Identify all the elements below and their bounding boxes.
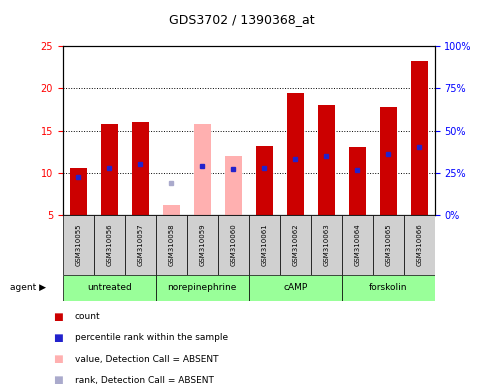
Bar	[101, 124, 118, 215]
Text: percentile rank within the sample: percentile rank within the sample	[75, 333, 228, 343]
Text: count: count	[75, 312, 100, 321]
Text: GSM310065: GSM310065	[385, 223, 391, 266]
Text: untreated: untreated	[87, 283, 132, 293]
Bar	[280, 215, 311, 275]
Text: GDS3702 / 1390368_at: GDS3702 / 1390368_at	[169, 13, 314, 26]
Bar	[311, 215, 342, 275]
Text: forskolin: forskolin	[369, 283, 408, 293]
Text: GSM310062: GSM310062	[292, 223, 298, 266]
Bar	[156, 215, 187, 275]
Text: GSM310061: GSM310061	[261, 223, 267, 266]
Bar	[94, 215, 125, 275]
Text: ■: ■	[53, 312, 63, 322]
Bar	[249, 275, 342, 301]
Bar	[163, 205, 180, 215]
Bar	[63, 215, 94, 275]
Text: GSM310066: GSM310066	[416, 223, 422, 266]
Text: ■: ■	[53, 354, 63, 364]
Bar	[380, 107, 397, 215]
Text: cAMP: cAMP	[283, 283, 307, 293]
Bar	[125, 215, 156, 275]
Bar	[404, 215, 435, 275]
Bar	[342, 275, 435, 301]
Bar	[70, 168, 87, 215]
Text: GSM310058: GSM310058	[168, 223, 174, 266]
Text: GSM310063: GSM310063	[323, 223, 329, 266]
Bar	[256, 146, 273, 215]
Bar	[373, 215, 404, 275]
Text: norepinephrine: norepinephrine	[168, 283, 237, 293]
Text: GSM310060: GSM310060	[230, 223, 236, 266]
Text: GSM310057: GSM310057	[137, 223, 143, 266]
Bar	[63, 275, 156, 301]
Text: value, Detection Call = ABSENT: value, Detection Call = ABSENT	[75, 354, 218, 364]
Bar	[132, 122, 149, 215]
Bar	[318, 105, 335, 215]
Text: GSM310064: GSM310064	[354, 223, 360, 266]
Bar	[287, 93, 304, 215]
Text: GSM310055: GSM310055	[75, 223, 81, 266]
Bar	[187, 215, 218, 275]
Bar	[249, 215, 280, 275]
Text: GSM310056: GSM310056	[106, 223, 112, 266]
Bar	[218, 215, 249, 275]
Text: GSM310059: GSM310059	[199, 223, 205, 266]
Text: rank, Detection Call = ABSENT: rank, Detection Call = ABSENT	[75, 376, 214, 384]
Bar	[349, 147, 366, 215]
Bar	[194, 124, 211, 215]
Text: ■: ■	[53, 375, 63, 384]
Bar	[225, 156, 242, 215]
Text: agent ▶: agent ▶	[10, 283, 46, 293]
Text: ■: ■	[53, 333, 63, 343]
Bar	[156, 275, 249, 301]
Bar	[342, 215, 373, 275]
Bar	[411, 61, 428, 215]
